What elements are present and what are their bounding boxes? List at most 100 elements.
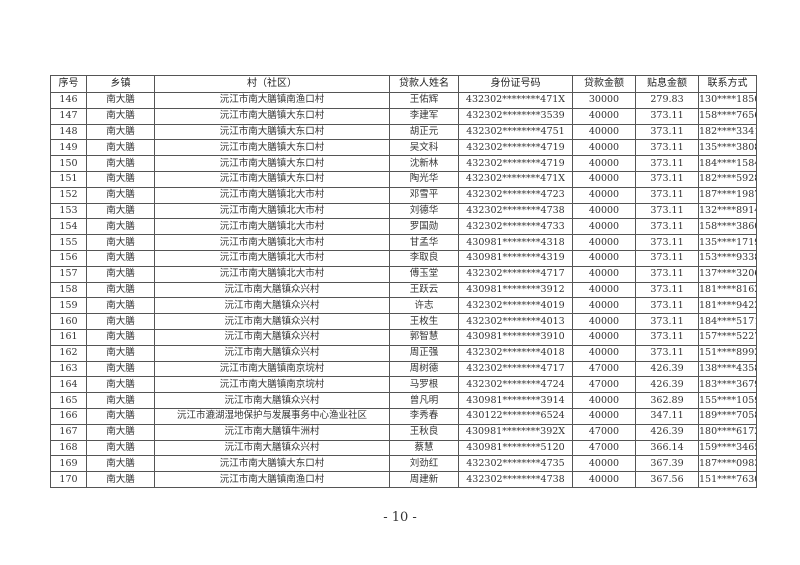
cell-col-village: 沅江市南大膳镇南渔口村 (154, 471, 390, 488)
table-row: 166 南大膳 沅江市漉湖湿地保护与发展事务中心渔业社区 李秀春 430122*****… (50, 407, 757, 425)
cell-col-township: 南大膳 (86, 439, 155, 457)
cell-col-contact: 187****1987 (698, 186, 757, 204)
cell-col-borrower: 李建军 (389, 107, 459, 125)
cell-col-township: 南大膳 (86, 186, 155, 204)
cell-col-village: 沅江市南大膳镇大东口村 (154, 155, 390, 172)
cell-col-id-number: 432302********4733 (458, 218, 573, 236)
cell-col-borrower: 周树德 (389, 360, 459, 378)
table-row: 158 南大膳 沅江市南大膳镇众兴村 王跃云 430981********3912 400… (50, 281, 757, 299)
cell-col-id-number: 430122********6524 (458, 407, 573, 425)
cell-col-contact: 159****3465 (698, 439, 757, 457)
cell-col-index: 155 (50, 234, 87, 251)
page-number: - 10 - (383, 510, 417, 525)
cell-col-township: 南大膳 (86, 471, 155, 488)
cell-col-id-number: 432302********4724 (458, 376, 573, 394)
cell-col-loan-amount: 47000 (572, 439, 636, 457)
cell-col-id-number: 432302********3539 (458, 107, 573, 125)
cell-col-contact: 182****3341 (698, 123, 757, 141)
cell-col-subsidy-amount: 426.39 (635, 360, 699, 378)
cell-col-township: 南大膳 (86, 139, 155, 157)
cell-col-id-number: 432302********4735 (458, 455, 573, 473)
header-col-township: 乡镇 (86, 75, 155, 93)
cell-col-borrower: 罗国勋 (389, 218, 459, 236)
cell-col-id-number: 432302********4717 (458, 265, 573, 283)
cell-col-borrower: 邓雪平 (389, 186, 459, 204)
cell-col-contact: 184****5171 (698, 313, 757, 330)
cell-col-subsidy-amount: 373.11 (635, 107, 699, 125)
cell-col-township: 南大膳 (86, 392, 155, 409)
cell-col-contact: 155****1059 (698, 392, 757, 409)
cell-col-index: 158 (50, 281, 87, 299)
cell-col-loan-amount: 40000 (572, 328, 636, 346)
cell-col-borrower: 周正强 (389, 344, 459, 362)
cell-col-subsidy-amount: 373.11 (635, 297, 699, 315)
cell-col-loan-amount: 40000 (572, 265, 636, 283)
cell-col-contact: 135****3808 (698, 139, 757, 157)
cell-col-loan-amount: 47000 (572, 423, 636, 441)
cell-col-borrower: 蔡慧 (389, 439, 459, 457)
header-col-village: 村（社区） (154, 75, 390, 93)
cell-col-township: 南大膳 (86, 170, 155, 188)
cell-col-village: 沅江市南大膳镇大东口村 (154, 170, 390, 188)
cell-col-borrower: 周建新 (389, 471, 459, 488)
cell-col-index: 161 (50, 328, 87, 346)
table-row: 168 南大膳 沅江市南大膳镇众兴村 蔡慧 430981********5120 4700… (50, 439, 757, 457)
cell-col-loan-amount: 40000 (572, 218, 636, 236)
table-row: 162 南大膳 沅江市南大膳镇众兴村 周正强 432302********4018 400… (50, 344, 757, 362)
cell-col-index: 162 (50, 344, 87, 362)
cell-col-loan-amount: 40000 (572, 249, 636, 267)
cell-col-township: 南大膳 (86, 202, 155, 220)
table-row: 159 南大膳 沅江市南大膳镇众兴村 许志 432302********4019 4000… (50, 297, 757, 315)
cell-col-subsidy-amount: 367.56 (635, 471, 699, 488)
cell-col-village: 沅江市南大膳镇众兴村 (154, 281, 390, 299)
table-row: 165 南大膳 沅江市南大膳镇众兴村 曾凡明 430981********3914 400… (50, 392, 757, 409)
cell-col-id-number: 432302********4738 (458, 471, 573, 488)
cell-col-id-number: 432302********4719 (458, 139, 573, 157)
cell-col-subsidy-amount: 373.11 (635, 202, 699, 220)
table-row: 163 南大膳 沅江市南大膳镇南京垸村 周树德 432302********4717 47… (50, 360, 757, 378)
cell-col-village: 沅江市南大膳镇北大市村 (154, 265, 390, 283)
cell-col-subsidy-amount: 279.83 (635, 92, 699, 109)
cell-col-subsidy-amount: 366.14 (635, 439, 699, 457)
cell-col-id-number: 432302********4719 (458, 155, 573, 172)
loan-subsidy-table: 序号 乡镇 村（社区） 贷款人姓名 身份证号码 贷款金额 贴息金额 联系方式 146 南大膳 沅江… (50, 75, 757, 488)
cell-col-index: 147 (50, 107, 87, 125)
cell-col-contact: 135****1719 (698, 234, 757, 251)
cell-col-borrower: 王枚生 (389, 313, 459, 330)
cell-col-index: 165 (50, 392, 87, 409)
table-row: 157 南大膳 沅江市南大膳镇北大市村 傅玉堂 432302********4717 40… (50, 265, 757, 283)
cell-col-subsidy-amount: 373.11 (635, 139, 699, 157)
cell-col-township: 南大膳 (86, 328, 155, 346)
cell-col-village: 沅江市漉湖湿地保护与发展事务中心渔业社区 (154, 407, 390, 425)
cell-col-contact: 158****7656 (698, 107, 757, 125)
cell-col-township: 南大膳 (86, 107, 155, 125)
cell-col-subsidy-amount: 373.11 (635, 328, 699, 346)
cell-col-id-number: 430981********5120 (458, 439, 573, 457)
cell-col-village: 沅江市南大膳镇众兴村 (154, 297, 390, 315)
cell-col-index: 170 (50, 471, 87, 488)
cell-col-loan-amount: 40000 (572, 297, 636, 315)
cell-col-subsidy-amount: 373.11 (635, 218, 699, 236)
cell-col-index: 153 (50, 202, 87, 220)
cell-col-contact: 187****0983 (698, 455, 757, 473)
cell-col-loan-amount: 40000 (572, 392, 636, 409)
cell-col-village: 沅江市南大膳镇大东口村 (154, 123, 390, 141)
cell-col-township: 南大膳 (86, 313, 155, 330)
cell-col-id-number: 432302********471X (458, 170, 573, 188)
cell-col-index: 163 (50, 360, 87, 378)
header-col-contact: 联系方式 (698, 75, 757, 93)
cell-col-borrower: 甘孟华 (389, 234, 459, 251)
cell-col-borrower: 王秋良 (389, 423, 459, 441)
table-row: 161 南大膳 沅江市南大膳镇众兴村 郭智慧 430981********3910 400… (50, 328, 757, 346)
cell-col-village: 沅江市南大膳镇北大市村 (154, 186, 390, 204)
cell-col-borrower: 陶光华 (389, 170, 459, 188)
cell-col-id-number: 432302********4013 (458, 313, 573, 330)
cell-col-subsidy-amount: 373.11 (635, 265, 699, 283)
cell-col-subsidy-amount: 347.11 (635, 407, 699, 425)
cell-col-loan-amount: 40000 (572, 123, 636, 141)
cell-col-subsidy-amount: 426.39 (635, 376, 699, 394)
cell-col-index: 149 (50, 139, 87, 157)
cell-col-township: 南大膳 (86, 455, 155, 473)
cell-col-township: 南大膳 (86, 123, 155, 141)
cell-col-index: 169 (50, 455, 87, 473)
